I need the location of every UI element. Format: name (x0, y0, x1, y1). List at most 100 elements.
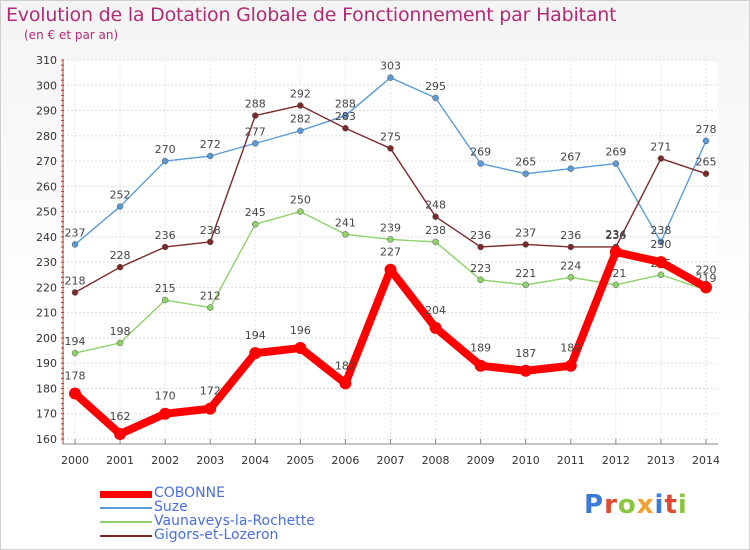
data-point (252, 220, 259, 228)
data-point (161, 243, 169, 251)
data-label: 224 (560, 259, 581, 272)
data-point (204, 402, 217, 415)
data-label: 237 (65, 226, 86, 239)
data-point (206, 152, 214, 160)
data-label: 196 (290, 324, 311, 337)
data-label: 178 (65, 370, 86, 383)
x-tick-label: 2007 (377, 454, 405, 467)
legend-swatch (100, 535, 152, 537)
x-tick-label: 2000 (61, 454, 89, 467)
data-point (116, 203, 124, 210)
data-label: 237 (515, 226, 536, 239)
data-label: 172 (200, 385, 221, 398)
data-point (342, 124, 349, 132)
data-label: 194 (245, 329, 266, 342)
y-tick-label: 200 (36, 332, 57, 345)
data-label: 170 (155, 390, 176, 403)
logo-letter: i (654, 490, 665, 520)
data-point (567, 243, 575, 251)
data-label: 248 (425, 199, 446, 212)
data-label: 234 (605, 228, 626, 241)
data-point (114, 427, 127, 440)
proxiti-logo: Proxiti (584, 490, 688, 520)
data-point (297, 102, 304, 109)
data-label: 204 (425, 304, 446, 317)
data-point (474, 359, 487, 372)
x-tick-label: 2002 (151, 454, 179, 467)
y-tick-label: 230 (36, 256, 57, 269)
data-point (384, 263, 397, 276)
data-label: 187 (515, 347, 536, 360)
data-label: 223 (470, 262, 491, 275)
data-label: 303 (380, 60, 401, 73)
y-tick-label: 240 (36, 231, 57, 244)
data-point (609, 246, 622, 259)
y-tick-label: 270 (36, 155, 57, 168)
legend-label: COBONNE (154, 485, 225, 501)
x-tick-label: 2004 (241, 454, 269, 467)
data-point (116, 339, 124, 347)
data-point (297, 127, 304, 134)
data-label: 265 (515, 156, 536, 169)
data-label: 189 (560, 342, 581, 355)
data-label: 221 (515, 267, 536, 280)
data-label: 162 (110, 410, 131, 423)
data-point (69, 387, 81, 400)
data-point (206, 304, 214, 311)
data-label: 252 (110, 189, 131, 202)
data-label: 265 (696, 156, 717, 169)
legend-label: Gigors-et-Lozeron (154, 527, 279, 543)
data-label: 236 (560, 229, 581, 242)
data-point (477, 243, 484, 251)
legend-item: Gigors-et-Lozeron (100, 527, 360, 544)
data-point (342, 112, 349, 119)
data-point (700, 281, 712, 294)
data-point (429, 321, 442, 334)
data-point (116, 263, 124, 271)
y-tick-label: 160 (36, 433, 57, 446)
data-label: 295 (425, 80, 446, 93)
x-tick-label: 2008 (422, 454, 450, 467)
data-point (161, 157, 169, 165)
x-tick-label: 2003 (196, 454, 224, 467)
data-point (519, 364, 532, 377)
logo-letter: i (677, 490, 688, 520)
data-point (522, 170, 529, 177)
data-label: 272 (200, 138, 221, 151)
data-label: 271 (650, 141, 671, 154)
legend-swatch (100, 521, 152, 523)
data-point (249, 347, 262, 360)
data-point (654, 256, 667, 269)
data-point (612, 281, 620, 289)
data-point (567, 274, 575, 281)
x-tick-label: 2011 (557, 454, 585, 467)
data-point (657, 238, 665, 246)
data-point (71, 289, 79, 296)
data-label: 250 (290, 194, 311, 207)
data-point (159, 407, 172, 420)
data-point (702, 137, 710, 145)
data-point (387, 74, 394, 81)
x-tick-label: 2013 (647, 454, 675, 467)
x-tick-label: 2009 (467, 454, 495, 467)
chart-subtitle: (en € et par an) (24, 28, 119, 42)
x-tick-label: 2005 (286, 454, 314, 467)
data-label: 215 (155, 282, 176, 295)
logo-letter: r (604, 490, 618, 520)
data-point (657, 271, 665, 279)
data-point (294, 342, 307, 355)
data-point (387, 145, 394, 152)
x-tick-label: 2012 (602, 454, 630, 467)
data-label: 269 (470, 146, 491, 159)
data-label: 220 (696, 263, 717, 276)
data-label: 198 (110, 325, 131, 338)
data-point (339, 377, 352, 390)
data-label: 270 (155, 143, 176, 156)
data-label: 236 (470, 229, 491, 242)
data-label: 227 (380, 246, 401, 259)
data-point (567, 165, 575, 172)
data-label: 218 (65, 274, 86, 287)
data-label: 269 (605, 146, 626, 159)
data-label: 282 (290, 113, 311, 126)
